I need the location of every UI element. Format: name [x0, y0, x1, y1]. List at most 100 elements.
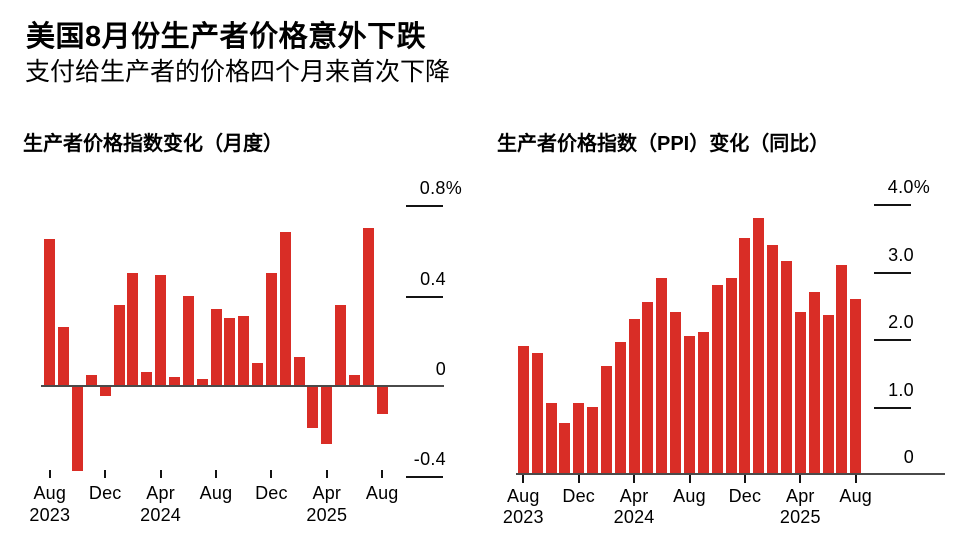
x-tick-aug-2023	[48, 470, 51, 478]
bar-feb-2024	[127, 273, 139, 386]
x-tick-month-label: Apr	[146, 483, 175, 503]
bar-dec-2023	[573, 403, 585, 474]
x-tick-apr-2024	[633, 475, 636, 483]
bar-feb-2025	[767, 244, 779, 474]
bar-jul-2024	[196, 379, 208, 386]
bar-sep-2024	[697, 332, 709, 474]
x-tick-year-label: 2025	[779, 507, 821, 527]
x-axis-line	[41, 385, 444, 387]
bar-oct-2023	[545, 403, 557, 474]
y-tick-3.0	[874, 271, 911, 274]
x-tick-year-label: 2024	[140, 505, 182, 525]
x-tick-apr-2025	[799, 475, 802, 483]
bar-sep-2023	[531, 352, 543, 474]
bar-sep-2024	[224, 318, 236, 386]
bar-dec-2024	[739, 237, 751, 474]
x-tick-year-label: 2023	[29, 505, 71, 525]
bar-dec-2023	[99, 387, 111, 397]
x-tick-month-label: Aug	[365, 483, 399, 503]
bar-jan-2025	[279, 232, 291, 386]
x-tick-month-label: Aug	[673, 486, 706, 506]
bar-aug-2024	[210, 309, 222, 386]
bar-jun-2025	[822, 315, 834, 474]
bar-dec-2024	[265, 273, 277, 386]
x-tick-month-label: Aug	[199, 483, 233, 503]
y-tick-label-0: 0	[903, 447, 914, 467]
x-tick-year-label: 2023	[502, 507, 544, 527]
x-tick-dec	[270, 470, 273, 478]
bar-jul-2024	[670, 312, 682, 474]
bar-aug-2025	[850, 298, 862, 474]
bar-aug-2023	[517, 345, 529, 474]
yoy-chart-title: 生产者价格指数（PPI）变化（同比）	[497, 133, 830, 155]
bar-oct-2024	[238, 315, 250, 386]
bar-apr-2025	[794, 312, 806, 474]
y-tick-label-4.0%: 4.0%	[887, 177, 930, 197]
bar-apr-2024	[628, 318, 640, 474]
bar-oct-2024	[711, 285, 723, 474]
bar-mar-2025	[780, 261, 792, 474]
x-tick-apr-2024	[159, 470, 162, 478]
bar-nov-2023	[559, 423, 571, 474]
y-tick-0.4	[406, 295, 443, 298]
y-tick-0.8%	[406, 205, 443, 208]
y-tick-label--0.4: -0.4	[413, 449, 446, 470]
bar-nov-2024	[252, 363, 264, 386]
bar-feb-2024	[600, 366, 612, 474]
bar-jan-2024	[113, 304, 125, 386]
bar-mar-2024	[614, 342, 626, 474]
bar-jun-2024	[656, 278, 668, 474]
x-tick-month-label: Aug	[506, 486, 540, 506]
bar-nov-2023	[85, 374, 97, 386]
bar-may-2024	[168, 376, 180, 386]
bar-oct-2023	[72, 387, 83, 471]
x-tick-dec	[743, 475, 746, 483]
x-tick-aug	[854, 475, 857, 483]
bar-apr-2025	[321, 387, 333, 444]
x-tick-month-label: Dec	[255, 483, 288, 503]
x-tick-year-label: 2024	[613, 507, 655, 527]
y-tick--0.4	[406, 476, 443, 479]
bar-nov-2024	[725, 278, 737, 474]
y-tick-4.0%	[874, 204, 911, 206]
x-axis-line	[516, 473, 945, 475]
bar-jan-2024	[587, 406, 599, 474]
bar-jul-2025	[836, 264, 848, 474]
y-tick-1.0	[874, 406, 911, 409]
x-tick-month-label: Apr	[785, 486, 815, 506]
bar-apr-2024	[155, 275, 167, 386]
x-tick-aug	[215, 470, 217, 478]
x-tick-month-label: Dec	[728, 486, 762, 506]
y-tick-label-1.0: 1.0	[888, 379, 914, 400]
bar-jun-2025	[349, 374, 360, 386]
x-tick-month-label: Apr	[619, 486, 649, 506]
y-tick-label-2.0: 2.0	[888, 312, 914, 332]
bar-aug-2025	[376, 387, 388, 415]
bar-mar-2024	[141, 372, 153, 386]
monthly-chart-title: 生产者价格指数变化（月度）	[23, 133, 283, 155]
x-tick-aug	[688, 475, 691, 483]
y-tick-label-0.4: 0.4	[420, 268, 446, 289]
x-tick-aug-2023	[522, 475, 525, 483]
x-tick-aug	[381, 470, 384, 478]
x-tick-year-label: 2025	[306, 505, 348, 525]
x-tick-month-label: Dec	[88, 483, 122, 503]
bar-jan-2025	[753, 217, 765, 474]
bar-jun-2024	[182, 295, 194, 386]
x-tick-dec	[577, 475, 580, 483]
bar-may-2025	[808, 291, 820, 474]
bar-feb-2025	[293, 356, 305, 386]
bar-mar-2025	[307, 387, 319, 428]
bar-may-2024	[642, 301, 654, 474]
x-tick-dec	[104, 470, 107, 478]
x-tick-apr-2025	[325, 470, 328, 478]
x-tick-month-label: Apr	[312, 483, 342, 503]
x-tick-month-label: Aug	[839, 486, 872, 506]
bar-sep-2023	[58, 327, 70, 386]
x-tick-month-label: Aug	[33, 483, 67, 503]
y-tick-label-0.8%: 0.8%	[419, 178, 462, 199]
bar-aug-2024	[684, 335, 695, 474]
y-tick-label-3.0: 3.0	[888, 244, 914, 265]
